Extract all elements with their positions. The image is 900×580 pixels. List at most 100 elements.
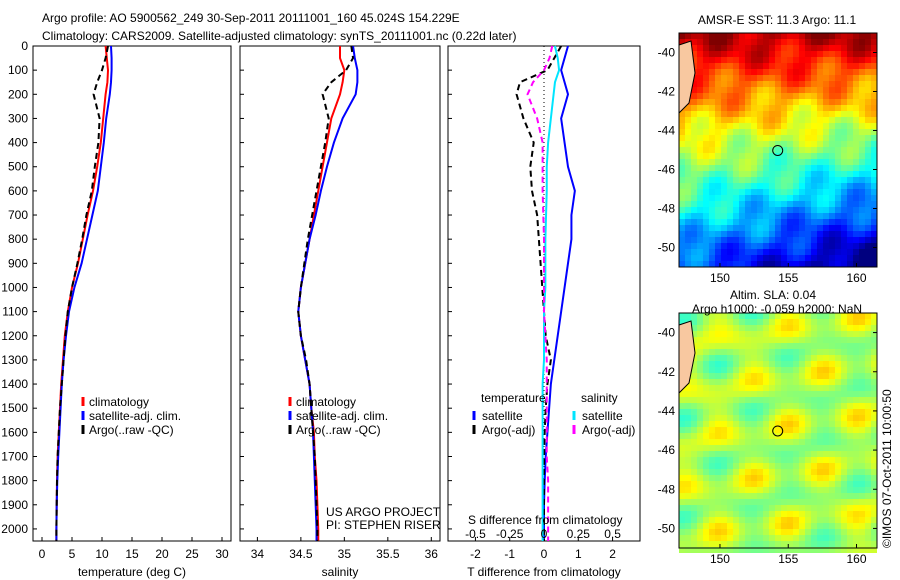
map-cell [871,511,877,517]
map-cell [739,475,745,481]
map-cell [757,367,763,373]
map-cell [733,421,739,427]
map-cell [751,189,757,195]
map-cell [865,207,871,213]
map-cell [829,541,835,547]
map-cell [745,105,751,111]
map-cell [781,111,787,117]
map-cell [757,255,763,261]
map-cell [697,45,703,51]
map-cell [847,93,853,99]
map-cell [817,147,823,153]
series-line-s-satellite [541,45,561,541]
map-cell [787,331,793,337]
map-cell [769,451,775,457]
map-cell [787,183,793,189]
map-cell [727,69,733,75]
map-cell [793,511,799,517]
map-cell [799,541,805,547]
map-cell [835,403,841,409]
map-cell [697,99,703,105]
map-cell [757,63,763,69]
map-cell [739,171,745,177]
map-cell [679,249,685,255]
map-cell [829,355,835,361]
map-cell [847,355,853,361]
map-cell [799,129,805,135]
map-cell [823,183,829,189]
map-cell [727,355,733,361]
map-cell [787,261,793,267]
map-cell [739,481,745,487]
map-cell [865,397,871,403]
map-cell [787,135,793,141]
map-cell [859,337,865,343]
map-cell [829,159,835,165]
map-cell [745,177,751,183]
map-cell [781,385,787,391]
map-cell [865,523,871,529]
map-cell [691,361,697,367]
map-cell [745,237,751,243]
map-cell [775,451,781,457]
map-cell [727,39,733,45]
map-cell [769,337,775,343]
map-cell [847,445,853,451]
map-cell [799,81,805,87]
map-cell [817,457,823,463]
map-cell [751,231,757,237]
map-cell [745,243,751,249]
map-cell [817,529,823,535]
map-cell [805,481,811,487]
map-cell [679,319,685,325]
map-cell [859,517,865,523]
map-cell [805,51,811,57]
map-cell [715,343,721,349]
map-cell [697,493,703,499]
map-cell [727,505,733,511]
map-cell [709,237,715,243]
map-cell [817,255,823,261]
map-cell [715,171,721,177]
map-cell [847,535,853,541]
map-cell [775,547,781,553]
map-cell [751,243,757,249]
map-cell [811,445,817,451]
map-cell [787,249,793,255]
map-cell [835,111,841,117]
map-cell [739,123,745,129]
map-cell [859,481,865,487]
map-cell [799,487,805,493]
map-cell [847,493,853,499]
map-cell [853,225,859,231]
map-cell [871,243,877,249]
map-cell [727,93,733,99]
map-cell [769,457,775,463]
map-cell [733,111,739,117]
map-cell [799,45,805,51]
map-cell [715,541,721,547]
map-cell [763,409,769,415]
map-cell [859,319,865,325]
map-cell [847,105,853,111]
map-cell [769,469,775,475]
map-cell [835,421,841,427]
map-cell [709,397,715,403]
map-cell [811,171,817,177]
map-cell [709,87,715,93]
map-cell [727,493,733,499]
map-cell [685,415,691,421]
map-cell [739,457,745,463]
map-cell [685,457,691,463]
map-cell [841,249,847,255]
map-cell [787,147,793,153]
map-cell [751,457,757,463]
map-cell [823,493,829,499]
map-cell [835,475,841,481]
map-cell [829,379,835,385]
map-cell [793,69,799,75]
map-cell [787,481,793,487]
map-cell [871,189,877,195]
map-cell [787,63,793,69]
map-cell [691,445,697,451]
